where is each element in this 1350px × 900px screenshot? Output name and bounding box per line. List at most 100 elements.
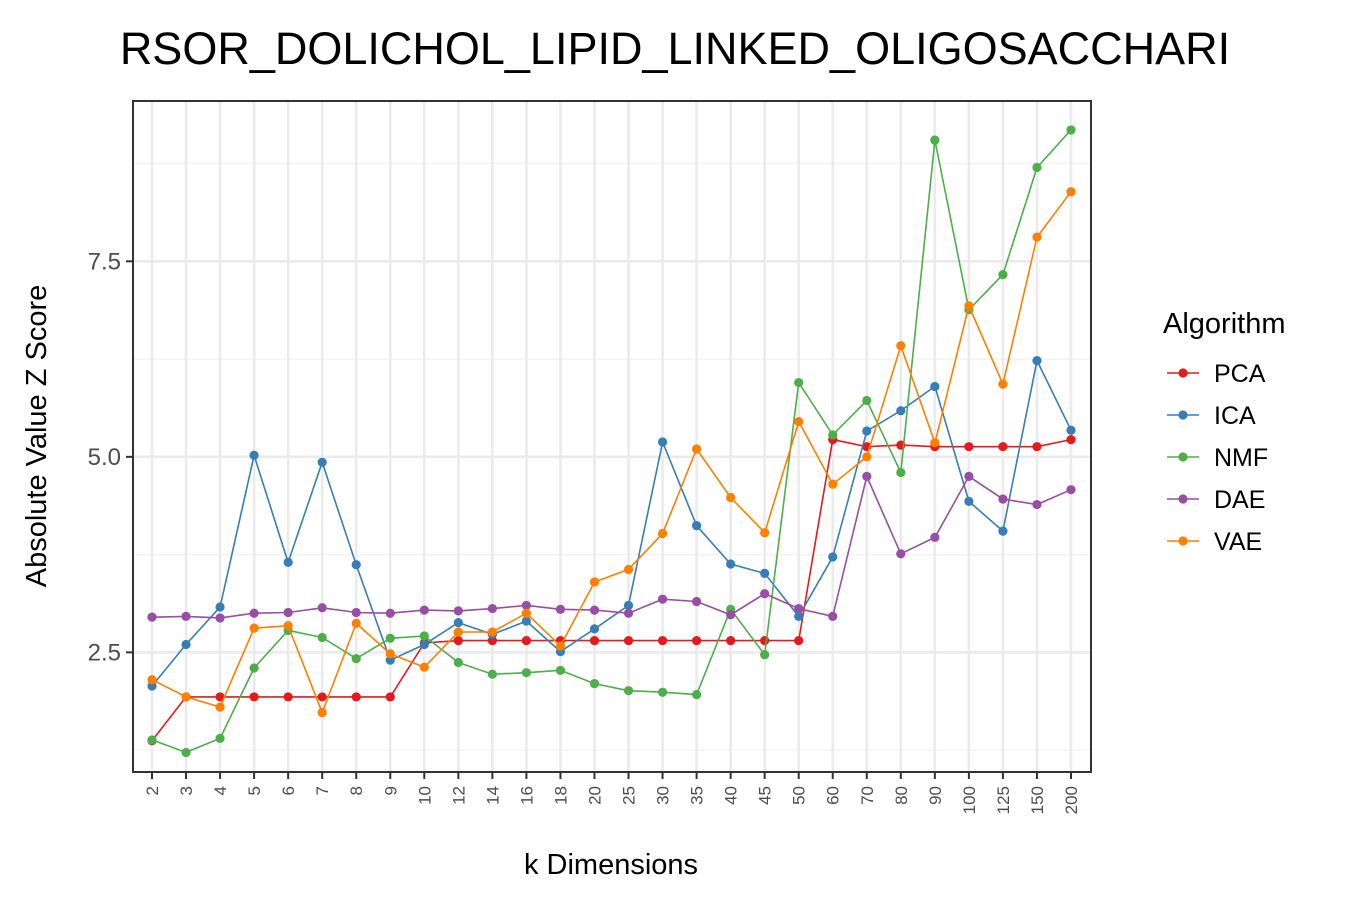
data-point-dae (249, 608, 259, 618)
data-point-pca (521, 636, 532, 646)
data-point-pca (1066, 435, 1076, 445)
data-point-dae (283, 607, 293, 618)
plot-border (132, 100, 1092, 773)
data-point-ica (589, 624, 600, 634)
data-point-pca (760, 636, 770, 646)
data-point-nmf (487, 669, 497, 679)
data-point-nmf (249, 663, 259, 673)
data-point-dae (691, 596, 702, 607)
x-tick-label: 12 (449, 786, 468, 805)
data-point-ica (351, 560, 361, 570)
x-tick-label: 30 (654, 786, 673, 805)
x-axis-title: k Dimensions (524, 849, 698, 881)
legend-item-vae: VAE (1167, 528, 1262, 556)
data-point-pca (215, 692, 225, 702)
data-point-nmf (181, 747, 191, 758)
data-point-ica (1066, 425, 1076, 435)
data-point-ica (453, 618, 463, 628)
legend-label: DAE (1214, 486, 1265, 514)
data-point-nmf (1066, 125, 1076, 135)
series-dae (147, 471, 1076, 623)
data-point-vae (691, 444, 702, 454)
series-line-dae (151, 473, 1072, 619)
data-point-ica (317, 457, 327, 467)
data-point-dae (1032, 499, 1042, 510)
data-point-vae (215, 702, 225, 712)
data-point-ica (760, 568, 770, 578)
x-tick-label: 20 (585, 786, 604, 805)
data-point-nmf (623, 686, 634, 696)
data-point-ica (828, 552, 838, 562)
data-point-vae (181, 692, 191, 702)
data-point-nmf (453, 657, 463, 668)
data-point-ica (249, 450, 259, 460)
data-point-ica (964, 496, 974, 507)
data-point-pca (1032, 442, 1042, 452)
data-point-nmf (555, 665, 566, 675)
data-point-vae (794, 417, 804, 427)
data-point-vae (726, 492, 736, 503)
data-point-dae (930, 532, 940, 542)
data-point-dae (760, 589, 770, 599)
data-point-vae (657, 528, 668, 539)
series-line-vae (151, 191, 1072, 715)
y-tick-label: 2.5 (88, 639, 121, 666)
data-point-nmf (317, 632, 327, 643)
data-point-dae (589, 605, 600, 615)
x-tick-label: 125 (994, 786, 1013, 814)
data-point-pca (964, 442, 974, 452)
data-point-vae (419, 662, 429, 672)
data-point-pca (691, 636, 702, 646)
data-point-vae (317, 707, 327, 718)
data-point-nmf (794, 377, 804, 388)
data-point-ica (896, 406, 906, 416)
x-tick-label: 4 (211, 786, 230, 795)
x-tick-label: 9 (381, 786, 400, 795)
data-point-nmf (215, 733, 225, 743)
x-tick-label: 2 (143, 786, 162, 795)
data-point-ica (1032, 356, 1042, 366)
series-line-ica (151, 358, 1072, 687)
data-point-pca (998, 442, 1008, 452)
legend-swatch-point (1178, 368, 1188, 378)
legend-label: NMF (1214, 444, 1268, 472)
data-point-dae (623, 608, 634, 618)
x-tick-label: 50 (790, 786, 809, 805)
legend-item-ica: ICA (1167, 402, 1256, 430)
data-point-ica (623, 600, 634, 611)
data-point-vae (998, 379, 1008, 389)
data-point-dae (555, 604, 566, 614)
x-tick-label: 5 (245, 786, 264, 795)
data-point-dae (896, 549, 906, 559)
data-point-vae (555, 641, 566, 651)
data-point-dae (419, 605, 429, 615)
data-point-nmf (521, 668, 532, 678)
data-point-vae (147, 675, 157, 685)
x-tick-label: 60 (824, 786, 843, 805)
data-point-vae (964, 301, 974, 311)
x-tick-label: 6 (279, 786, 298, 795)
data-point-nmf (385, 633, 395, 643)
data-point-dae (726, 610, 736, 620)
data-point-ica (419, 639, 429, 650)
data-point-vae (385, 649, 395, 659)
legend-swatch-point (1178, 452, 1188, 462)
data-point-vae (521, 608, 532, 618)
data-point-vae (862, 452, 872, 462)
x-tick-label: 8 (347, 786, 366, 795)
x-tick-label: 18 (551, 786, 570, 805)
data-point-pca (385, 692, 395, 702)
y-axis-title: Absolute Value Z Score (21, 285, 53, 588)
data-point-vae (1066, 187, 1076, 197)
data-point-vae (283, 621, 293, 631)
series-ica (147, 356, 1076, 691)
data-point-ica (657, 437, 668, 447)
data-point-vae (1032, 232, 1042, 242)
data-point-nmf (147, 735, 157, 745)
data-point-ica (215, 602, 225, 612)
data-point-vae (249, 623, 259, 633)
data-point-pca (249, 692, 259, 702)
data-point-pca (453, 636, 463, 646)
data-point-nmf (351, 654, 361, 664)
